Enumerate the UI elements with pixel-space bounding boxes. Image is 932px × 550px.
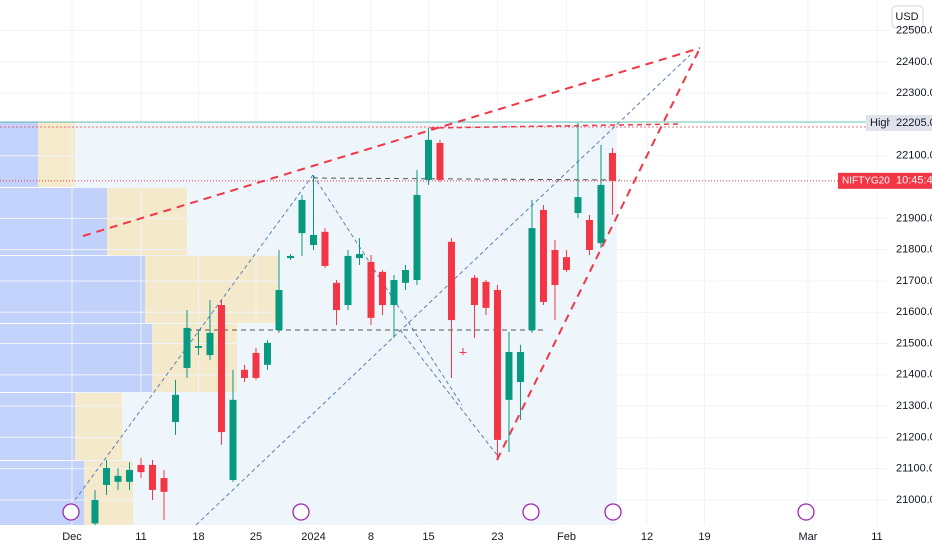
candle-body <box>597 184 605 244</box>
candle-body <box>470 277 478 306</box>
event-icons <box>62 503 815 521</box>
candle-body <box>516 351 524 383</box>
candle-body <box>505 351 513 400</box>
candle-body <box>401 270 409 283</box>
countdown: 10:45:42 <box>896 175 932 187</box>
candle-body <box>482 281 490 308</box>
candle-body <box>321 231 329 266</box>
candle-body <box>459 351 467 353</box>
y-axis-area <box>888 0 932 550</box>
candle-body <box>275 290 283 331</box>
y-tick-label: 21500.0 <box>896 337 932 349</box>
y-tick-label: 21700.0 <box>896 275 932 287</box>
candle-body <box>137 464 145 473</box>
y-tick-label: 21300.0 <box>896 400 932 412</box>
high-value-box <box>890 114 932 131</box>
candle-body <box>217 305 225 433</box>
y-tick-label: 21900.0 <box>896 212 932 224</box>
candle-body <box>206 332 214 356</box>
candle-body <box>585 219 593 250</box>
candle-body <box>367 261 375 318</box>
x-tick-label: 11 <box>135 531 146 543</box>
candle-body <box>413 194 421 281</box>
y-tick-label: 21100.0 <box>896 463 932 475</box>
currency-box[interactable] <box>891 5 924 29</box>
range-shade <box>75 122 617 525</box>
symbol-label: NIFTYG2024 <box>842 175 901 186</box>
y-tick-label: 21400.0 <box>896 369 932 381</box>
background-layer <box>0 122 617 525</box>
x-tick-label: 18 <box>192 531 204 543</box>
candle-body <box>286 255 294 259</box>
x-tick-label: 2024 <box>301 531 325 543</box>
y-tick-label: 21200.0 <box>896 431 932 443</box>
candle-body <box>493 290 501 440</box>
x-tick-label: Feb <box>557 531 576 543</box>
y-tick-label: 22300.0 <box>896 87 932 99</box>
high-value: 22205.0 <box>896 117 932 129</box>
candle-body <box>355 254 363 259</box>
candle-body <box>114 475 122 482</box>
x-tick-label: 23 <box>491 531 503 543</box>
candle-body <box>125 469 133 482</box>
x-tick-label: 25 <box>250 531 262 543</box>
x-tick-label: 19 <box>698 531 710 543</box>
drawings <box>74 47 701 526</box>
x-tick-label: 8 <box>368 531 374 543</box>
y-tick-label: 22500.0 <box>896 25 932 37</box>
candle-body <box>551 249 559 286</box>
x-tick-label: Mar <box>798 531 817 543</box>
candle-body <box>194 346 202 348</box>
candle-body <box>91 499 99 524</box>
x-tick-label: Dec <box>62 531 82 543</box>
candle-body <box>424 139 432 180</box>
candle-body <box>378 271 386 306</box>
candle-body <box>148 464 156 490</box>
candle-body <box>344 255 352 306</box>
y-tick-label: 22100.0 <box>896 150 932 162</box>
candle-body <box>539 209 547 302</box>
candle-body <box>562 257 570 271</box>
candle-body <box>390 280 398 306</box>
y-tick-label: 21800.0 <box>896 244 932 256</box>
y-tick-label: 21000.0 <box>896 494 932 506</box>
candle-body <box>252 352 260 378</box>
candle-body <box>298 199 306 234</box>
candle-body <box>332 282 340 311</box>
high-label-box <box>866 114 890 131</box>
candle-body <box>608 152 616 181</box>
x-tick-label: 11 <box>871 531 882 543</box>
candle-body <box>574 197 582 214</box>
y-tick-label: 22400.0 <box>896 56 932 68</box>
overlay <box>0 121 888 182</box>
x-axis-area <box>0 526 888 550</box>
candle-body <box>171 394 179 423</box>
candle-body <box>160 478 168 492</box>
candle-body <box>183 327 191 368</box>
x-tick-label: 15 <box>422 531 434 543</box>
axes: 21000.0 21100.0 21200.0 21300.0 21400.0 21500… <box>62 25 932 543</box>
candle-body <box>436 142 444 180</box>
countdown-box <box>890 172 932 189</box>
high-label: High <box>870 117 893 129</box>
symbol-box <box>838 172 890 189</box>
candle-body <box>309 234 317 245</box>
candle-body <box>263 342 271 365</box>
candle-body <box>240 369 248 378</box>
y-tick-label: 21600.0 <box>896 306 932 318</box>
candle-body <box>229 399 237 480</box>
candle-body <box>447 241 455 321</box>
x-tick-label: 12 <box>641 531 653 543</box>
grid <box>0 0 888 525</box>
currency: USD <box>895 11 918 23</box>
candles <box>91 122 616 525</box>
candle-body <box>102 468 110 485</box>
candle-body <box>528 228 536 331</box>
